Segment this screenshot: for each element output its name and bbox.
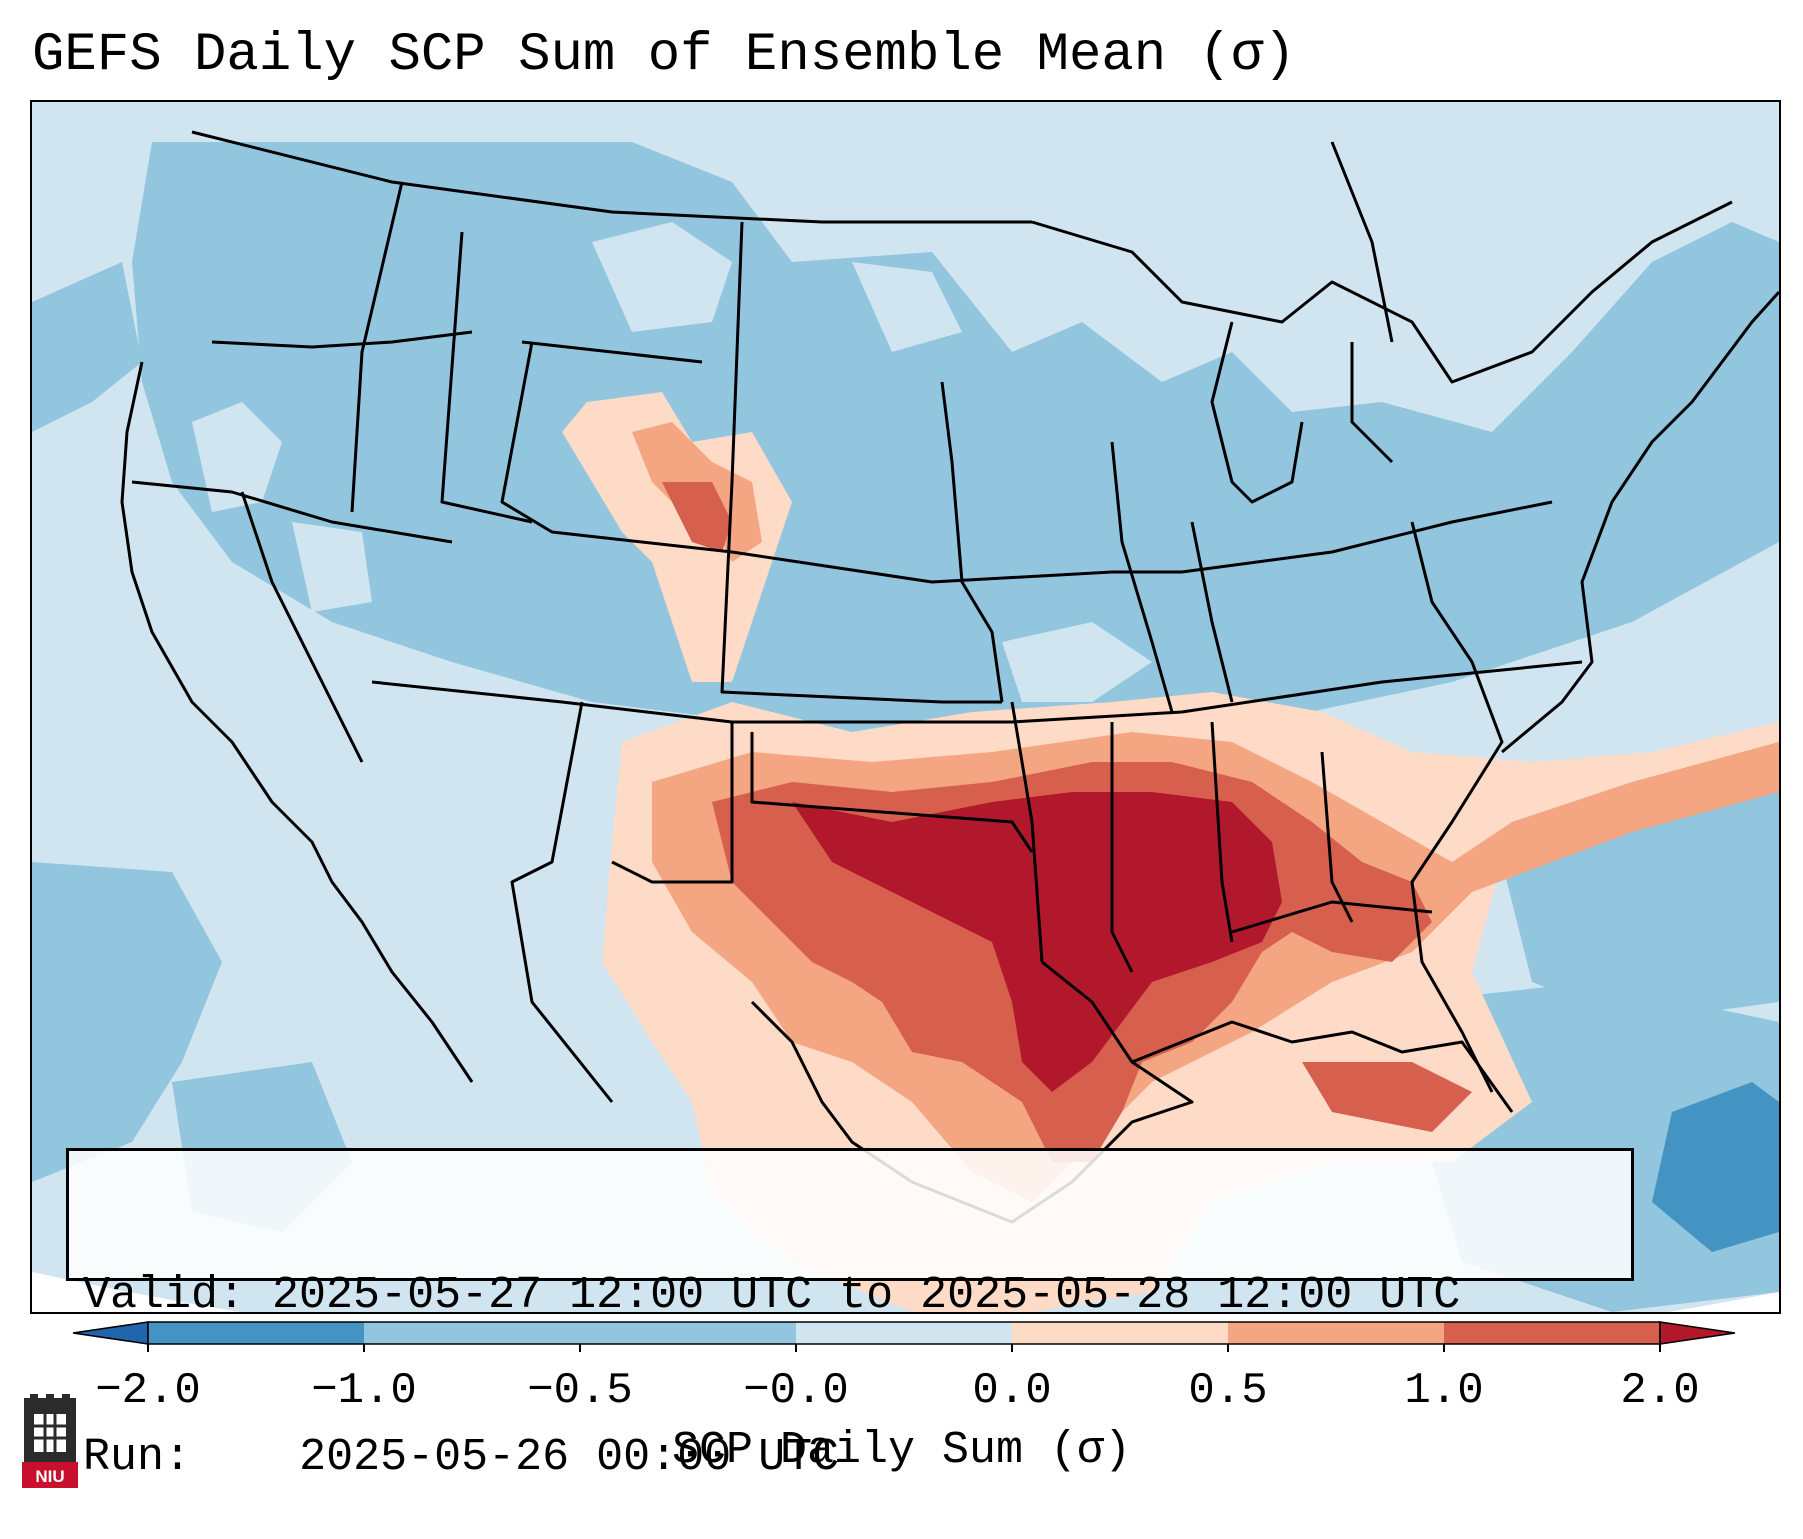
colorbar-tick-label: 0.5 [1188, 1366, 1267, 1416]
validity-info-box: Valid: 2025-05-27 12:00 UTC to 2025-05-2… [66, 1148, 1634, 1483]
colorbar-tick-label: −0.5 [527, 1366, 633, 1416]
colorbar-bin [1012, 1322, 1228, 1344]
colorbar-bin [1228, 1322, 1444, 1344]
valid-label: Valid: [83, 1270, 246, 1321]
logo-badge [22, 1462, 78, 1488]
colorbar-tick-label: 2.0 [1620, 1366, 1699, 1416]
state-borders [120, 130, 1779, 1224]
valid-value: 2025-05-27 12:00 UTC to 2025-05-28 12:00… [272, 1270, 1461, 1321]
colorbar-bin [580, 1322, 796, 1344]
neutral-areas [192, 142, 1292, 802]
colorbar-bin [148, 1322, 364, 1344]
colorbar: −2.0 −1.0 −0.5 −0.0 0.0 0.5 1.0 2.0 [72, 1321, 1736, 1416]
map-panel [30, 100, 1781, 1314]
colorbar-ticks: −2.0 −1.0 −0.5 −0.0 0.0 0.5 1.0 2.0 [95, 1344, 1700, 1416]
colorbar-outline [147, 1321, 1661, 1345]
valid-line: Valid: 2025-05-27 12:00 UTC to 2025-05-2… [83, 1269, 1631, 1323]
run-line: Run: 2025-05-26 00:00 UTC [83, 1431, 1631, 1485]
chart-title: GEFS Daily SCP Sum of Ensemble Mean (σ) [32, 25, 1296, 86]
colorbar-bin [1444, 1322, 1660, 1344]
colorbar-bins [72, 1321, 1736, 1345]
colorbar-over-arrow [1659, 1321, 1736, 1345]
run-label: Run: [83, 1432, 192, 1483]
colorbar-label: SCP Daily Sum (σ) [671, 1425, 1132, 1476]
run-value: 2025-05-26 00:00 UTC [299, 1432, 840, 1483]
colorbar-tick-label: 1.0 [1404, 1366, 1483, 1416]
niu-logo: NIU [22, 1394, 78, 1488]
colorbar-under-arrow [72, 1321, 149, 1345]
colorbar-tick-label: 0.0 [972, 1366, 1051, 1416]
map-canvas [32, 102, 1779, 1312]
colorbar-tick-label: −1.0 [311, 1366, 417, 1416]
colorbar-bin [796, 1322, 1012, 1344]
logo-text: NIU [35, 1467, 64, 1486]
colorbar-bin [364, 1322, 580, 1344]
colorbar-tick-label: −2.0 [95, 1366, 201, 1416]
strong-negative-area [1652, 1082, 1779, 1252]
colorbar-tick-label: −0.0 [743, 1366, 849, 1416]
